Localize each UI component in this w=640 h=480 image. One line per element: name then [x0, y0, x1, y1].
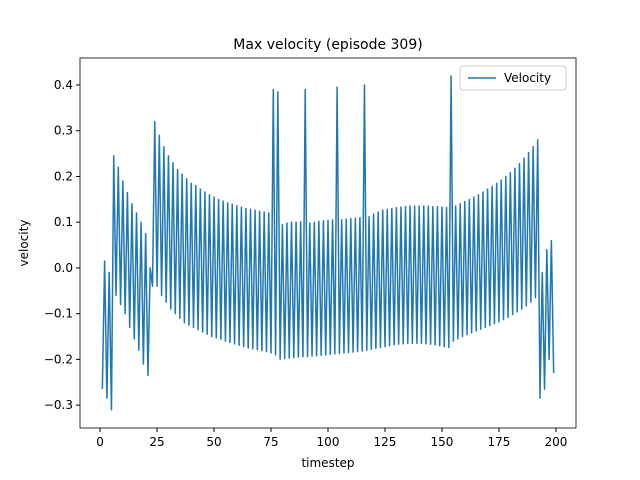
- x-tick-label: 25: [149, 435, 164, 449]
- x-tick-label: 200: [544, 435, 567, 449]
- y-tick-label: 0.2: [54, 169, 73, 183]
- legend-box: [459, 65, 567, 91]
- chart-title: Max velocity (episode 309): [233, 37, 422, 53]
- data-line: [101, 75, 555, 411]
- plot-frame: [79, 57, 577, 429]
- y-tick-label: −0.1: [44, 307, 73, 321]
- x-tick-label: 75: [263, 435, 278, 449]
- x-tick-label: 125: [374, 435, 397, 449]
- x-tick-label: 50: [206, 435, 221, 449]
- y-tick-label: 0.1: [54, 215, 73, 229]
- y-tick-label: −0.3: [44, 398, 73, 412]
- y-tick-label: −0.2: [44, 352, 73, 366]
- x-axis-label: timestep: [301, 456, 354, 470]
- y-tick-label: 0.3: [54, 124, 73, 138]
- x-tick-label: 100: [317, 435, 340, 449]
- x-tick-label: 175: [488, 435, 511, 449]
- x-tick-label: 150: [431, 435, 454, 449]
- y-axis-label: velocity: [17, 220, 31, 267]
- y-tick-label: 0.4: [54, 78, 73, 92]
- x-tick-label: 0: [96, 435, 104, 449]
- legend-label: Velocity: [504, 71, 551, 85]
- y-tick-label: 0.0: [54, 261, 73, 275]
